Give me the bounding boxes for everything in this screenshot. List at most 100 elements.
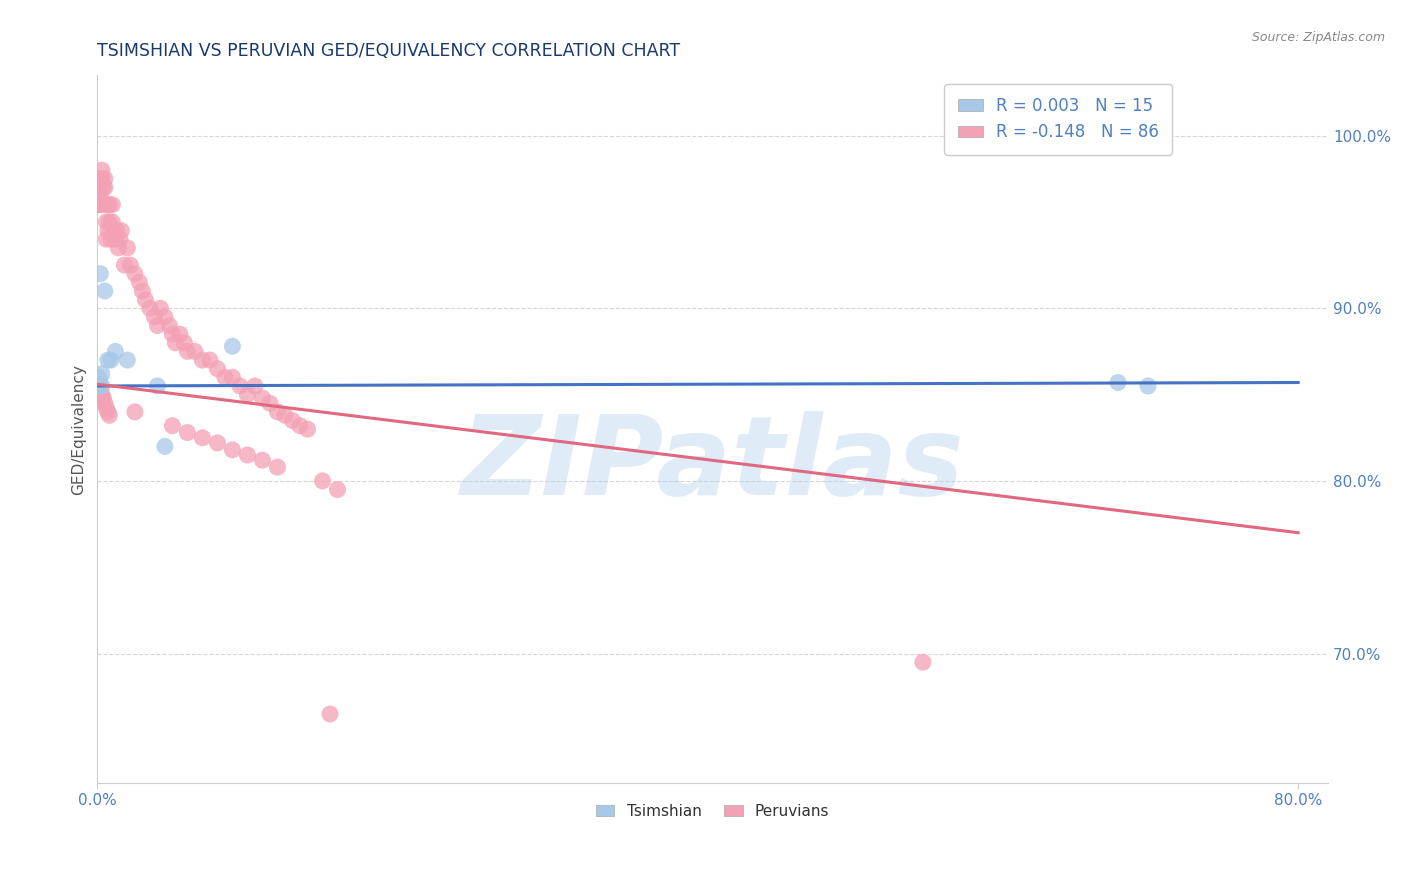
Point	[87, 379, 110, 393]
Point	[93, 180, 115, 194]
Point	[107, 241, 129, 255]
Point	[87, 379, 110, 393]
Point	[128, 276, 150, 290]
Legend: Tsimshian, Peruvians: Tsimshian, Peruvians	[591, 797, 835, 825]
Point	[120, 258, 142, 272]
Point	[97, 197, 120, 211]
Point	[124, 405, 146, 419]
Point	[96, 401, 118, 416]
Point	[214, 370, 236, 384]
Point	[911, 655, 934, 669]
Point	[191, 431, 214, 445]
Point	[143, 310, 166, 324]
Point	[311, 474, 333, 488]
Point	[108, 232, 131, 246]
Point	[94, 180, 117, 194]
Point	[94, 396, 117, 410]
Point	[89, 391, 111, 405]
Point	[97, 353, 120, 368]
Point	[94, 171, 117, 186]
Point	[146, 318, 169, 333]
Point	[89, 197, 111, 211]
Point	[112, 258, 135, 272]
Point	[236, 387, 259, 401]
Point	[146, 379, 169, 393]
Point	[274, 409, 297, 423]
Point	[90, 391, 112, 405]
Point	[105, 224, 128, 238]
Point	[184, 344, 207, 359]
Point	[103, 224, 125, 238]
Point	[243, 379, 266, 393]
Point	[221, 442, 243, 457]
Point	[259, 396, 281, 410]
Point	[162, 327, 184, 342]
Point	[100, 353, 122, 368]
Point	[139, 301, 162, 316]
Point	[131, 284, 153, 298]
Point	[221, 339, 243, 353]
Point	[176, 425, 198, 440]
Point	[104, 344, 127, 359]
Text: ZIPatlas: ZIPatlas	[461, 411, 965, 518]
Text: Source: ZipAtlas.com: Source: ZipAtlas.com	[1251, 31, 1385, 45]
Point	[266, 460, 288, 475]
Point	[89, 387, 111, 401]
Point	[117, 353, 139, 368]
Point	[1137, 379, 1160, 393]
Point	[90, 387, 112, 401]
Point	[207, 436, 229, 450]
Point	[89, 267, 111, 281]
Point	[153, 439, 176, 453]
Point	[221, 370, 243, 384]
Point	[94, 284, 117, 298]
Point	[149, 301, 172, 316]
Point	[326, 483, 349, 497]
Point	[101, 197, 124, 211]
Point	[134, 293, 156, 307]
Point	[87, 171, 110, 186]
Point	[93, 197, 115, 211]
Point	[90, 163, 112, 178]
Point	[207, 361, 229, 376]
Point	[98, 215, 121, 229]
Y-axis label: GED/Equivalency: GED/Equivalency	[72, 364, 86, 494]
Point	[96, 215, 118, 229]
Point	[236, 448, 259, 462]
Point	[98, 197, 121, 211]
Point	[288, 418, 311, 433]
Point	[100, 232, 122, 246]
Point	[96, 232, 118, 246]
Point	[87, 197, 110, 211]
Point	[319, 706, 342, 721]
Point	[281, 413, 304, 427]
Point	[252, 453, 274, 467]
Point	[89, 379, 111, 393]
Point	[101, 215, 124, 229]
Point	[117, 241, 139, 255]
Point	[98, 409, 121, 423]
Point	[87, 391, 110, 405]
Point	[90, 367, 112, 381]
Point	[97, 224, 120, 238]
Point	[93, 391, 115, 405]
Point	[165, 335, 187, 350]
Point	[266, 405, 288, 419]
Text: TSIMSHIAN VS PERUVIAN GED/EQUIVALENCY CORRELATION CHART: TSIMSHIAN VS PERUVIAN GED/EQUIVALENCY CO…	[97, 42, 681, 60]
Point	[173, 335, 195, 350]
Point	[169, 327, 191, 342]
Point	[157, 318, 180, 333]
Point	[198, 353, 221, 368]
Point	[97, 405, 120, 419]
Point	[110, 224, 132, 238]
Point	[124, 267, 146, 281]
Point	[87, 370, 110, 384]
Point	[90, 171, 112, 186]
Point	[1107, 376, 1129, 390]
Point	[252, 391, 274, 405]
Point	[297, 422, 319, 436]
Point	[176, 344, 198, 359]
Point	[229, 379, 252, 393]
Point	[89, 189, 111, 203]
Point	[153, 310, 176, 324]
